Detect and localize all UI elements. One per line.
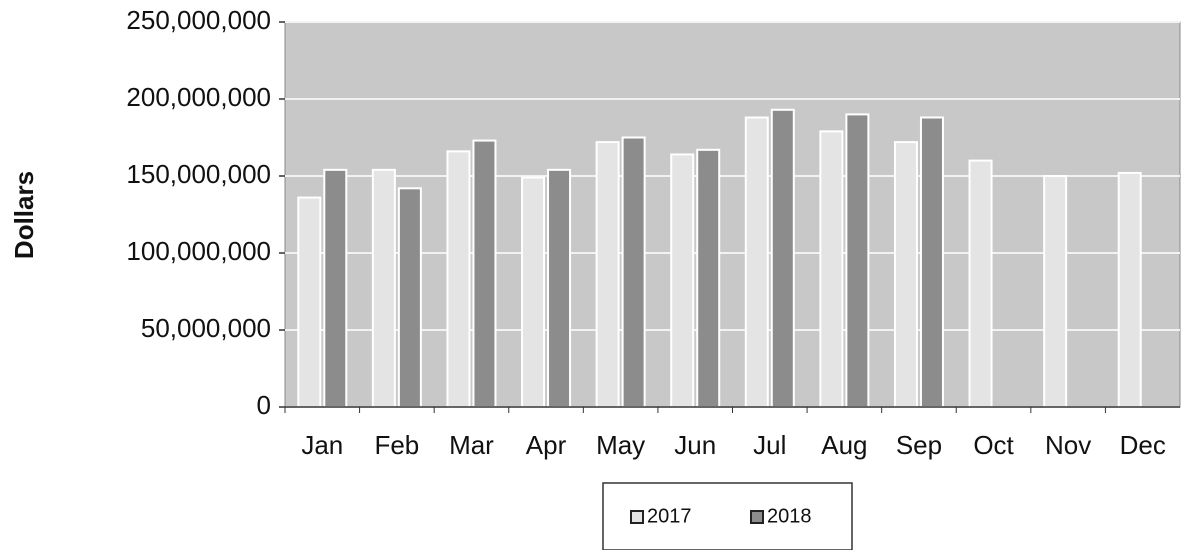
bar xyxy=(297,196,322,408)
y-tick-label: 50,000,000 xyxy=(141,313,271,343)
plot-area xyxy=(284,21,1181,408)
x-tick-label: Dec xyxy=(1120,430,1166,460)
bar xyxy=(595,141,620,408)
bar xyxy=(323,168,348,408)
bar xyxy=(770,108,795,408)
y-tick-label: 250,000,000 xyxy=(126,5,271,35)
bar xyxy=(968,159,993,408)
x-tick-label: Sep xyxy=(896,430,942,460)
bar xyxy=(670,153,695,408)
x-tick-label: Jul xyxy=(753,430,786,460)
bar xyxy=(446,150,471,408)
x-tick-label: Oct xyxy=(973,430,1014,460)
legend-label: 2017 xyxy=(647,505,692,527)
y-axis-label: Dollars xyxy=(9,171,39,259)
x-tick-label: Aug xyxy=(821,430,867,460)
legend xyxy=(602,482,853,550)
y-tick-label: 150,000,000 xyxy=(126,159,271,189)
x-tick-label: May xyxy=(596,430,645,460)
bar xyxy=(845,113,870,409)
bar xyxy=(696,148,721,408)
bar xyxy=(744,116,769,408)
y-tick-label: 200,000,000 xyxy=(126,82,271,112)
bar xyxy=(919,116,944,408)
x-tick-label: Nov xyxy=(1045,430,1091,460)
x-tick-label: Feb xyxy=(374,430,419,460)
y-tick-label: 0 xyxy=(257,390,271,420)
bar xyxy=(893,141,918,408)
bar xyxy=(1117,171,1142,408)
legend-label: 2018 xyxy=(767,505,812,527)
bar xyxy=(819,130,844,408)
bar xyxy=(397,187,422,408)
bar xyxy=(472,139,497,409)
x-tick-label: Jan xyxy=(301,430,343,460)
x-tick-label: Apr xyxy=(526,430,567,460)
x-tick-label: Mar xyxy=(449,430,494,460)
bar xyxy=(521,176,546,408)
x-tick-label: Jun xyxy=(674,430,716,460)
legend-swatch xyxy=(750,510,764,524)
bar xyxy=(547,168,572,408)
bar xyxy=(371,168,396,408)
legend-swatch xyxy=(630,510,644,524)
y-tick-label: 100,000,000 xyxy=(126,236,271,266)
bar xyxy=(1043,175,1068,408)
bar xyxy=(621,136,646,408)
